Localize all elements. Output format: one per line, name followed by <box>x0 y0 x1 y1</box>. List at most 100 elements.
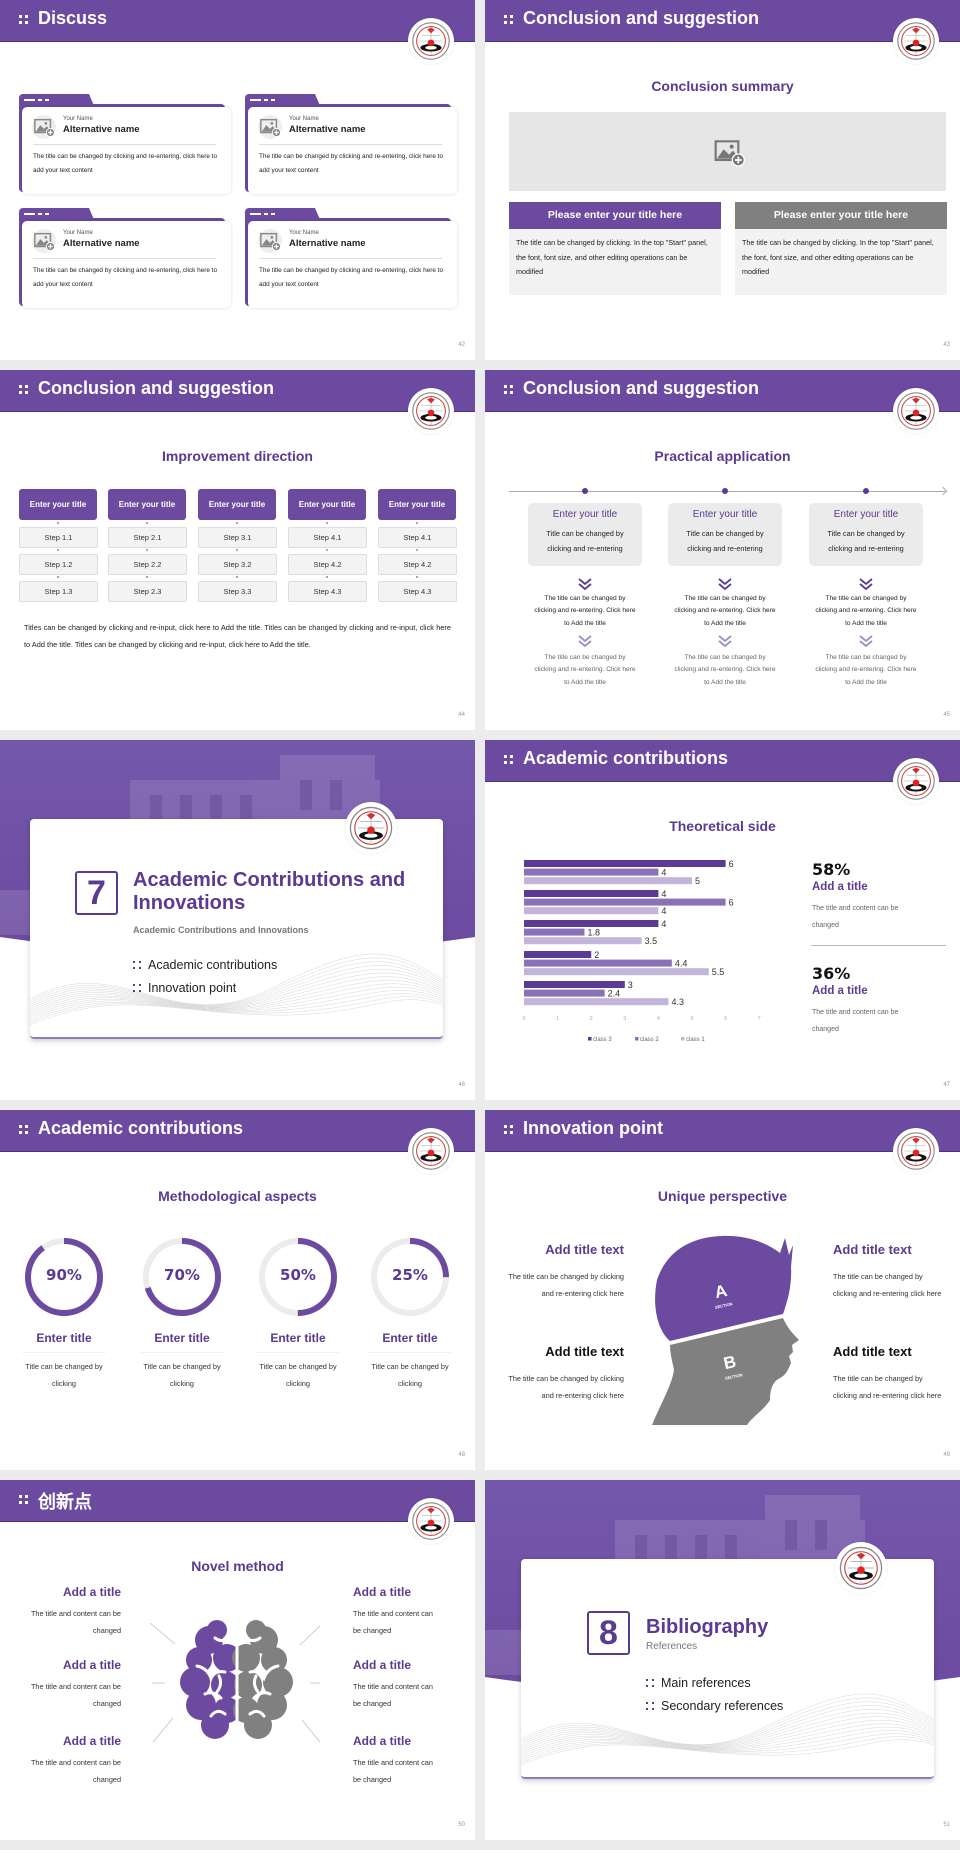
progress-ring <box>371 1238 449 1316</box>
point-title: Add title text <box>833 1344 912 1359</box>
profile-card[interactable]: Your Name Alternative name The title can b… <box>19 208 231 308</box>
connector-line <box>299 1625 321 1646</box>
slide-46[interactable]: 46 7 Academic Contributions and Innovation… <box>0 740 475 1100</box>
step-box[interactable]: Step 4.2 <box>288 554 367 575</box>
step-box[interactable]: Step 2.2 <box>108 554 187 575</box>
item-title: Add a title <box>62 1658 121 1672</box>
section-subtitle: Conclusion summary <box>651 78 794 94</box>
step-box[interactable]: Step 4.3 <box>378 581 457 602</box>
card-text: The title can be changed by clicking and… <box>259 267 444 288</box>
dots-icon <box>19 15 28 24</box>
slide-header-title: Conclusion and suggestion <box>523 378 760 398</box>
progress-percent: 90% <box>46 1266 82 1284</box>
profile-card[interactable]: Your Name Alternative name The title can b… <box>245 208 457 308</box>
slide-49[interactable]: Innovation point Unique perspective 49 A SEC… <box>485 1110 960 1470</box>
step-box[interactable]: Step 1.1 <box>19 527 98 548</box>
progress-ring-fill <box>143 1238 221 1316</box>
card-divider <box>33 144 216 145</box>
step-box[interactable]: Step 3.3 <box>198 581 277 602</box>
slide-45[interactable]: Conclusion and suggestion Practical appli… <box>485 370 960 730</box>
card-text: The title can be changed by clicking and… <box>33 267 218 288</box>
image-placeholder[interactable] <box>509 112 946 191</box>
chevron-down-icon <box>718 577 732 595</box>
point-title: Add title text <box>545 1242 624 1257</box>
ring-title: Enter title <box>36 1331 92 1345</box>
step-box[interactable]: Step 2.3 <box>108 581 187 602</box>
step-box[interactable]: Step 4.3 <box>288 581 367 602</box>
step-box[interactable]: Step 3.2 <box>198 554 277 575</box>
profile-card[interactable]: Your Name Alternative name The title can b… <box>19 94 231 194</box>
info-box[interactable]: Enter your title Title can be changed by … <box>809 503 923 566</box>
chevron-down-icon <box>718 634 732 652</box>
column-title-button[interactable]: Enter your title <box>378 489 456 520</box>
section-bullet-link[interactable]: Secondary references <box>661 1699 784 1713</box>
panel-title[interactable]: Please enter your title here <box>509 202 721 229</box>
dot <box>646 1685 648 1687</box>
page-number: 50 <box>458 1822 465 1828</box>
dot <box>25 391 28 394</box>
card-label: Your Name <box>63 116 93 122</box>
dot <box>510 15 513 18</box>
info-box-title: Enter your title <box>833 509 899 520</box>
step-box[interactable]: Step 4.1 <box>288 527 367 548</box>
slide-47[interactable]: Academic contributions Theoretical side 47… <box>485 740 960 1100</box>
column-title-button[interactable]: Enter your title <box>19 489 97 520</box>
page-number: 45 <box>943 712 950 718</box>
card-text: The title can be changed by clicking and… <box>33 153 218 174</box>
point-text: The title can be changed by clicking and… <box>508 1374 624 1400</box>
wave-pattern <box>521 1669 934 1777</box>
dot <box>652 1685 654 1687</box>
bar-class-2 <box>524 898 726 906</box>
dot <box>504 761 507 764</box>
ring-divider <box>256 1352 340 1353</box>
bar-class-3 <box>524 951 592 958</box>
university-logo <box>893 1128 939 1174</box>
bar-class-1 <box>524 998 669 1006</box>
detail-text: The title can be changed by clicking and… <box>815 595 917 627</box>
progress-ring-fill <box>371 1238 449 1316</box>
info-box[interactable]: Enter your title Title can be changed by … <box>668 503 782 566</box>
brain-right-lobe <box>261 1647 287 1673</box>
dot <box>504 21 507 24</box>
column-title-button[interactable]: Enter your title <box>108 489 186 520</box>
bar-value-label: 5.5 <box>712 967 725 977</box>
step-box[interactable]: Step 3.1 <box>198 527 277 548</box>
step-box[interactable]: Step 4.1 <box>378 527 457 548</box>
info-box[interactable]: Enter your title Title can be changed by … <box>528 503 642 566</box>
card-text: The title can be changed by clicking and… <box>259 153 444 174</box>
card-label: Your Name <box>289 230 319 236</box>
section-bullet-link[interactable]: Innovation point <box>148 981 237 995</box>
step-box[interactable]: Step 1.2 <box>19 554 98 575</box>
slide-48[interactable]: Academic contributions Methodological asp… <box>0 1110 475 1470</box>
progress-ring <box>143 1238 221 1316</box>
step-box[interactable]: Step 1.3 <box>19 581 98 602</box>
slide-header-title: 创新点 <box>38 1492 92 1512</box>
slide-51[interactable]: 51 8 Bibliography References Main references… <box>485 1480 960 1840</box>
brain-right-lobe <box>246 1620 266 1640</box>
profile-card[interactable]: Your Name Alternative name The title can b… <box>245 94 457 194</box>
tab-dash <box>38 99 42 101</box>
stat-text: The title and content can be changed <box>812 905 899 929</box>
section-card <box>30 819 443 1039</box>
panel-title[interactable]: Please enter your title here <box>735 202 947 229</box>
slide-43[interactable]: Conclusion and suggestion Conclusion summ… <box>485 0 960 360</box>
page-number: 51 <box>943 1822 950 1828</box>
ring-title: Enter title <box>382 1331 438 1345</box>
column-title-button[interactable]: Enter your title <box>288 489 366 520</box>
section-subtitle: Methodological aspects <box>158 1188 317 1204</box>
column-title-button[interactable]: Enter your title <box>198 489 276 520</box>
slide-44[interactable]: Conclusion and suggestion Improvement dir… <box>0 370 475 730</box>
timeline-dot <box>863 488 869 494</box>
dots-icon <box>504 15 513 24</box>
section-bullet-link[interactable]: Academic contributions <box>148 958 278 972</box>
ring-text: Title can be changed by clicking <box>259 1362 337 1388</box>
ring-text: Title can be changed by clicking <box>143 1362 221 1388</box>
step-connector <box>326 522 328 524</box>
dot <box>652 1708 654 1710</box>
slide-42[interactable]: Discuss 42 Your Name Alternative name The ti… <box>0 0 475 360</box>
section-bullet-link[interactable]: Main references <box>661 1676 751 1690</box>
step-box[interactable]: Step 4.2 <box>378 554 457 575</box>
slide-50[interactable]: 创新点 Novel method 50 Add a title The title an… <box>0 1480 475 1840</box>
university-logo <box>893 758 939 804</box>
step-box[interactable]: Step 2.1 <box>108 527 187 548</box>
